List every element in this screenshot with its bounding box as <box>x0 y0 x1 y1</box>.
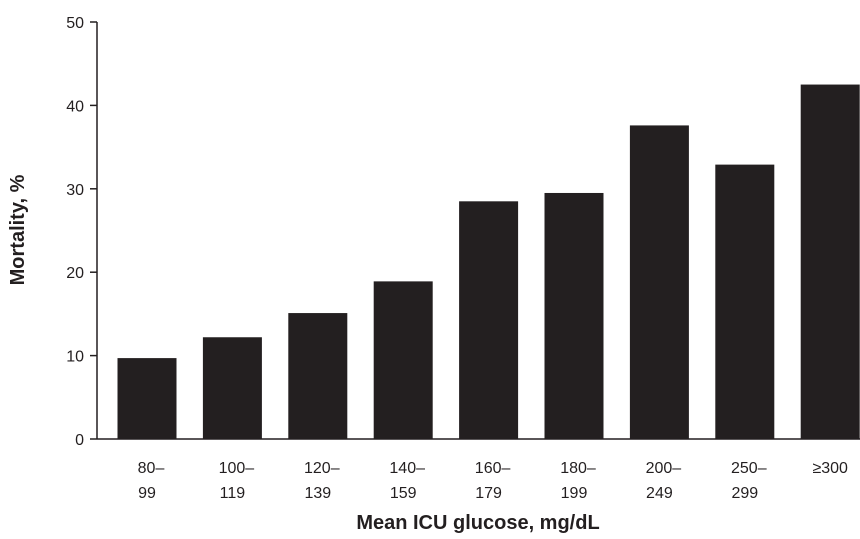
y-tick-label: 30 <box>66 182 84 199</box>
bar <box>288 313 348 439</box>
bar <box>629 125 689 439</box>
bar <box>202 337 262 439</box>
bar <box>117 358 177 439</box>
bar <box>544 192 604 439</box>
x-tick-label: 160– 179 <box>475 460 511 502</box>
x-tick-label: 80– 99 <box>138 460 165 502</box>
x-tick-label: 100– 119 <box>219 460 255 502</box>
y-tick-label: 0 <box>75 432 84 449</box>
x-tick-label: 200– 249 <box>646 460 682 502</box>
y-tick-label: 20 <box>66 265 84 282</box>
y-axis-title: Mortality, % <box>7 174 29 285</box>
y-tick-label: 50 <box>66 15 84 32</box>
x-tick-label: 120– 139 <box>304 460 340 502</box>
bar <box>373 281 433 439</box>
x-tick-label: ≥300 <box>812 460 848 477</box>
x-tick-label: 140– 159 <box>389 460 425 502</box>
y-tick-label: 40 <box>66 98 84 115</box>
bar <box>459 201 519 439</box>
x-tick-label: 180– 199 <box>560 460 596 502</box>
bar <box>715 164 775 439</box>
x-tick-label: 250– 299 <box>731 460 767 502</box>
y-tick-label: 10 <box>66 349 84 366</box>
bar <box>800 84 860 440</box>
x-axis-title: Mean ICU glucose, mg/dL <box>356 512 599 534</box>
